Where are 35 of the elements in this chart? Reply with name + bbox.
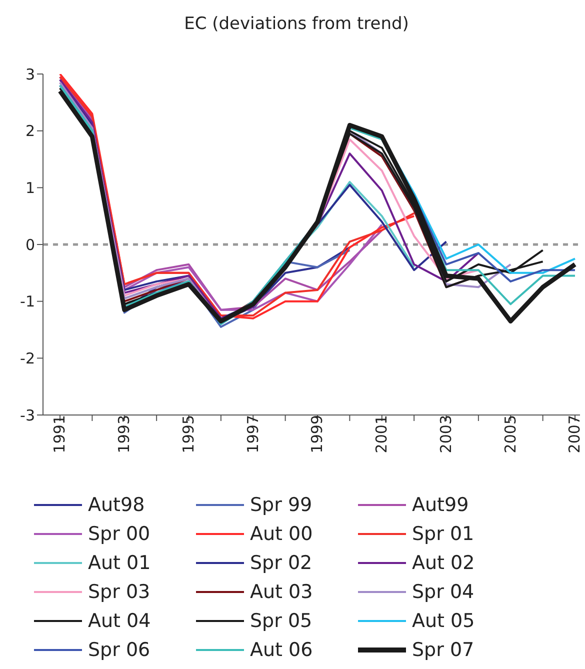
x-tick-label: 1995 — [179, 415, 198, 454]
y-tick-label: 3 — [25, 65, 35, 84]
legend-label: Aut 01 — [88, 552, 151, 574]
legend-label: Spr 02 — [250, 552, 312, 574]
legend-label: Aut 05 — [412, 610, 475, 632]
legend-label: Spr 01 — [412, 523, 474, 545]
legend-label: Aut 06 — [250, 639, 313, 661]
legend-label: Spr 99 — [250, 494, 312, 516]
y-tick-label: 2 — [25, 122, 35, 140]
legend-label: Spr 04 — [412, 581, 474, 603]
x-tick-label: 2001 — [372, 415, 391, 454]
legend-label: Aut99 — [412, 494, 469, 516]
legend-label: Aut 00 — [250, 523, 313, 545]
legend-label: Aut 04 — [88, 610, 151, 632]
y-tick-label: -3 — [20, 406, 35, 424]
y-tick-label: 0 — [25, 236, 35, 254]
x-tick-label: 1991 — [50, 415, 69, 454]
legend-label: Aut 03 — [250, 581, 313, 603]
legend-label: Spr 05 — [250, 610, 312, 632]
legend-label: Spr 00 — [88, 523, 150, 545]
x-tick-label: 1997 — [244, 415, 262, 454]
chart-title: EC (deviations from trend) — [183, 13, 410, 36]
legend-label: Spr 07 — [412, 639, 474, 661]
legend-label: Spr 03 — [88, 581, 150, 603]
x-tick-label: 1993 — [115, 415, 134, 454]
x-tick-label: 1999 — [308, 415, 326, 454]
legend-label: Aut 02 — [412, 552, 475, 574]
y-tick-label: 1 — [25, 178, 35, 197]
legend-label: Aut98 — [88, 494, 145, 516]
legend-label: Spr 06 — [88, 639, 150, 661]
y-tick-label: -1 — [20, 292, 35, 311]
x-tick-label: 2003 — [436, 415, 455, 454]
y-tick-label: -2 — [20, 349, 35, 368]
x-tick-label: 2005 — [501, 415, 520, 454]
x-tick-label: 2007 — [566, 415, 584, 454]
